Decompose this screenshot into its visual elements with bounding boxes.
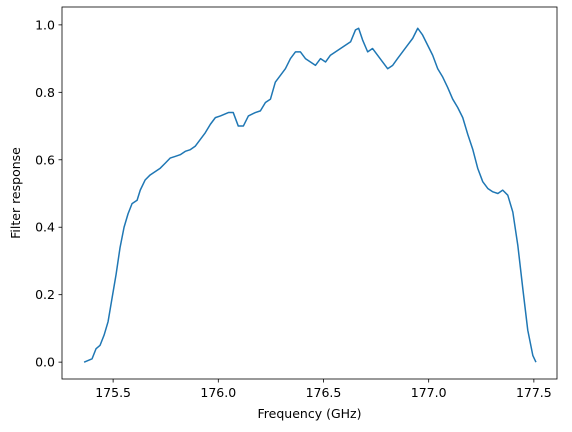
x-tick-label: 176.5 [306, 385, 342, 400]
x-tick-label: 175.5 [95, 385, 131, 400]
y-tick-label: 0.6 [35, 152, 55, 167]
plot-frame [61, 6, 558, 380]
x-tick-label: 177.0 [411, 385, 447, 400]
x-tick-label: 177.5 [516, 385, 552, 400]
x-axis-label: Frequency (GHz) [258, 406, 362, 421]
y-tick-label: 0.2 [35, 287, 55, 302]
line-series [83, 27, 537, 363]
y-tick-label: 1.0 [35, 17, 55, 32]
x-tick-label: 176.0 [200, 385, 236, 400]
y-tick-label: 0.4 [35, 220, 55, 235]
y-tick-label: 0.0 [35, 355, 55, 370]
y-axis-label: Filter response [8, 147, 23, 239]
y-tick-label: 0.8 [35, 85, 55, 100]
